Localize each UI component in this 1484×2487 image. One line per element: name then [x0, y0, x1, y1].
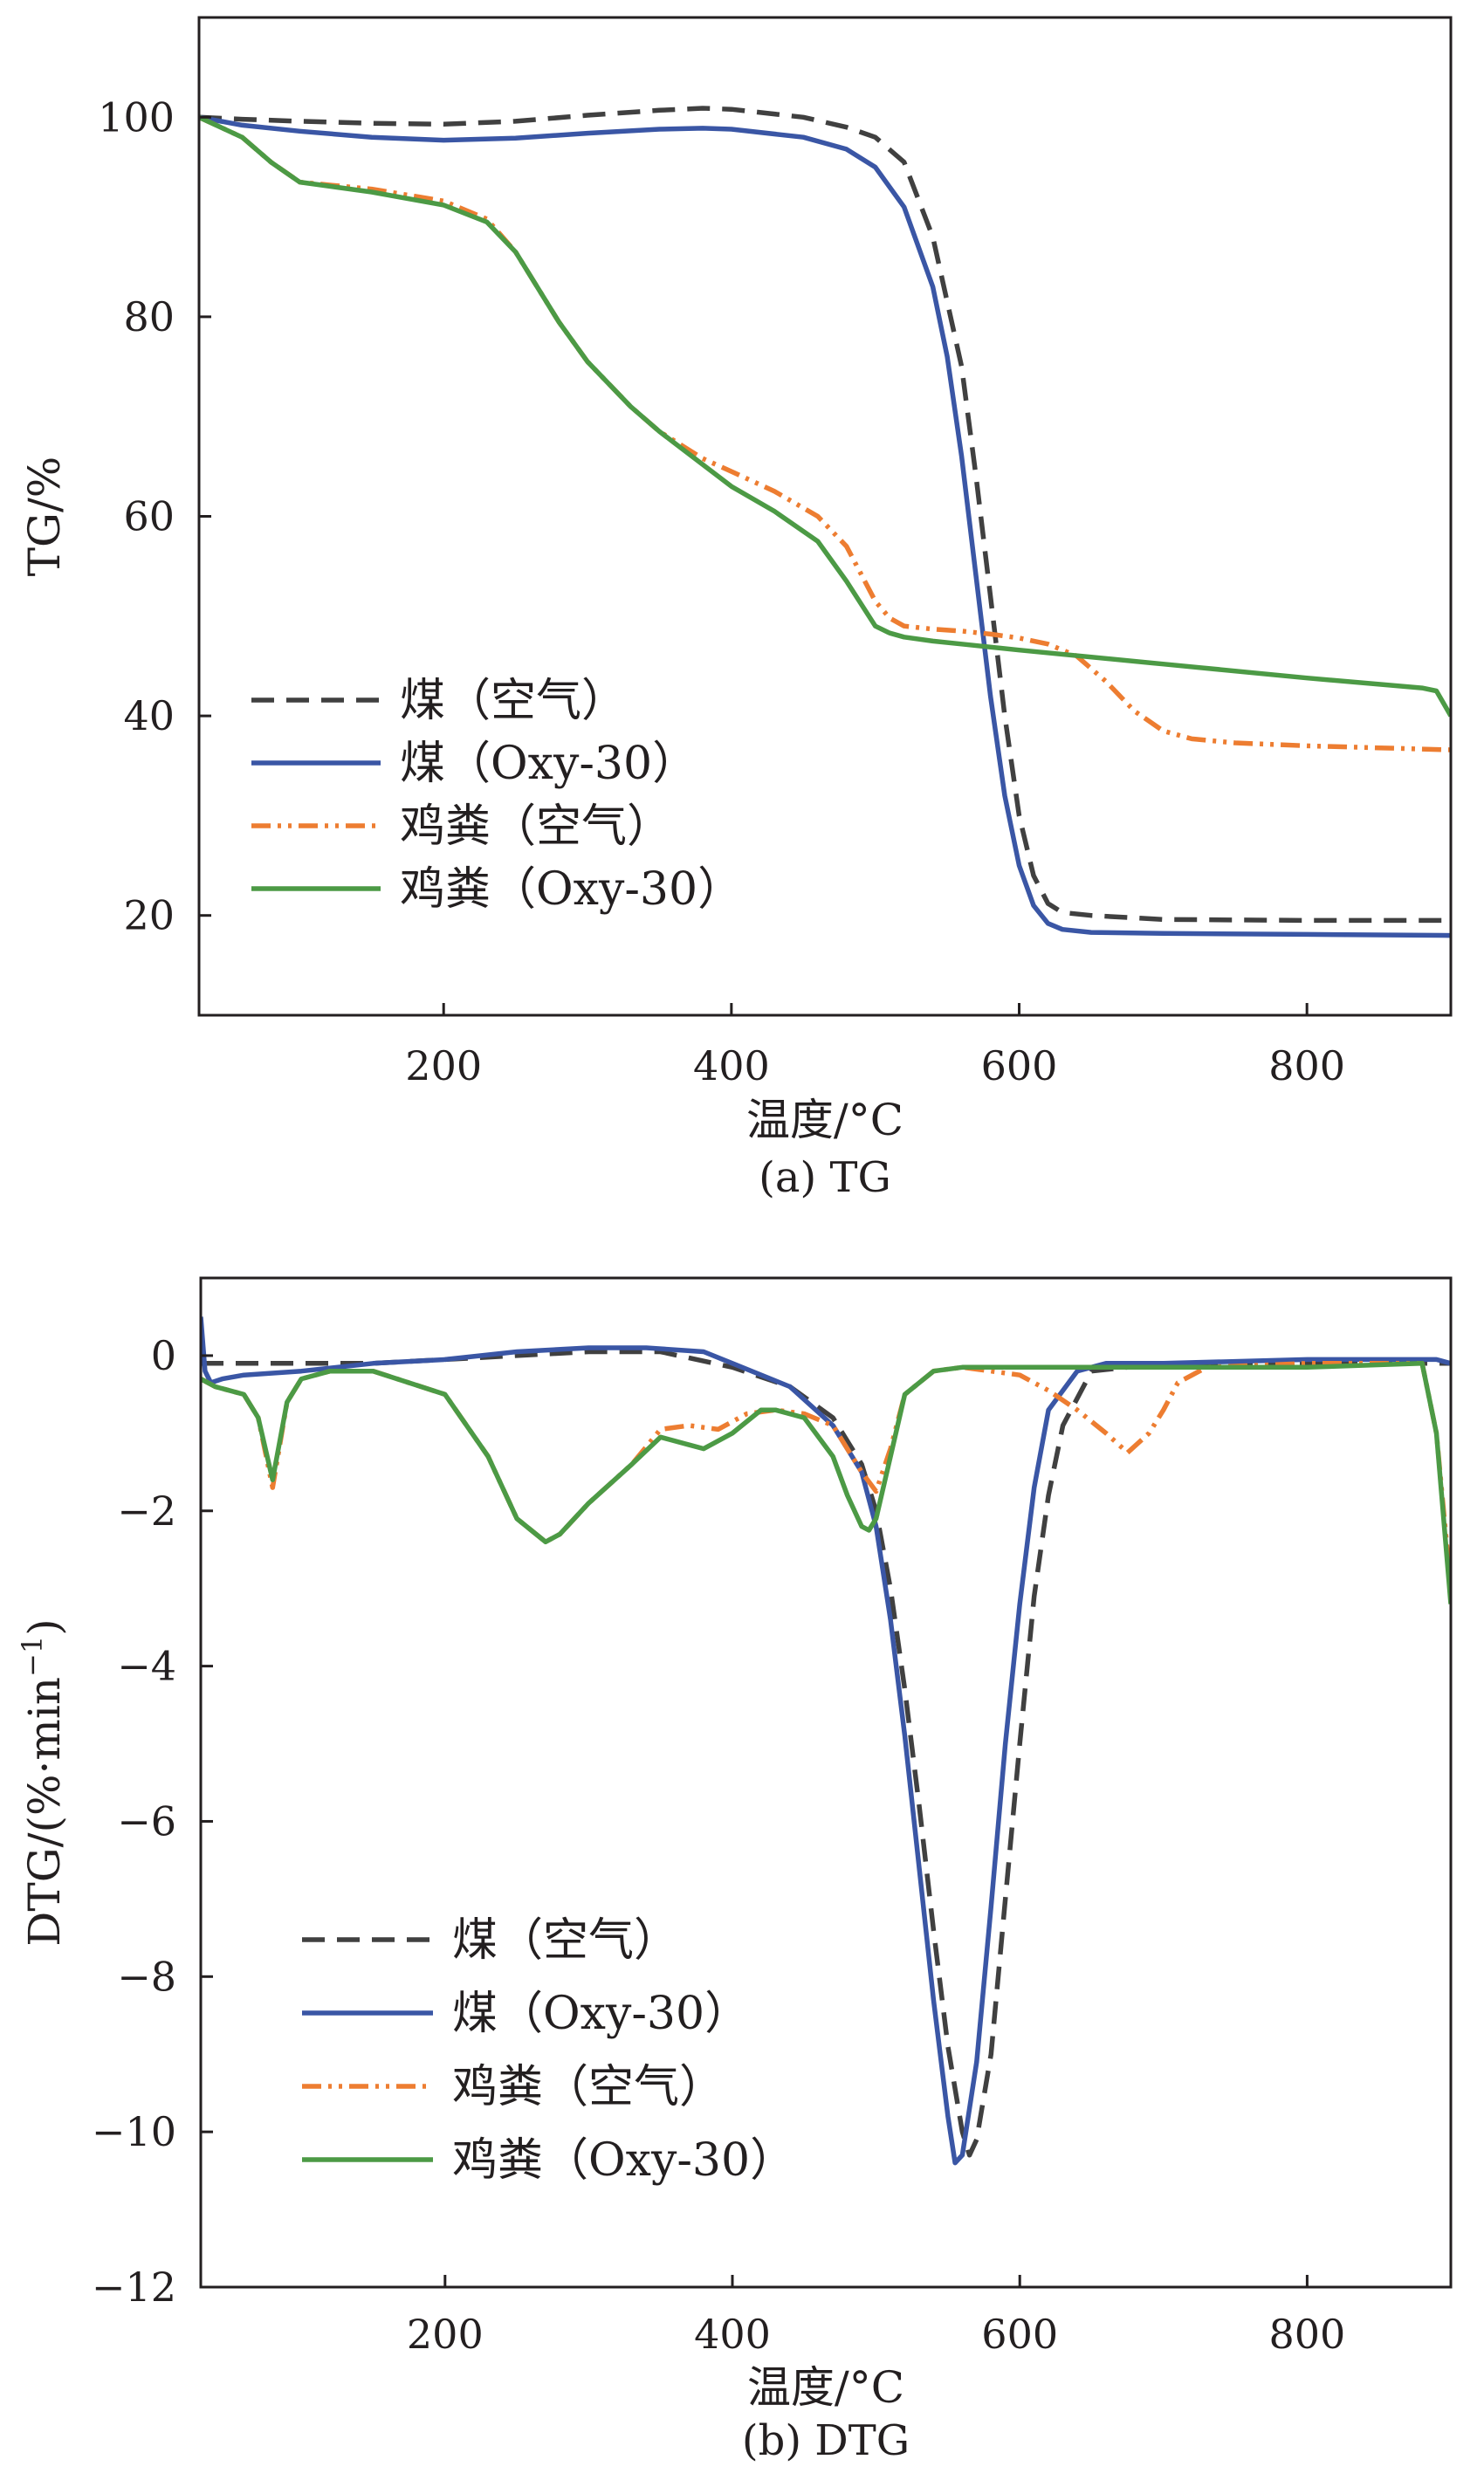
dtg-x-tick-label: 800	[1268, 2311, 1345, 2358]
tg-legend: 煤（空气） 煤（Oxy-30） 鸡粪（空气） 鸡粪（Oxy-30）	[251, 675, 743, 916]
dtg-y-tick-label: −8	[117, 1953, 176, 2000]
dtg-plot-frame	[199, 1276, 1453, 2289]
dtg-series	[201, 1316, 1451, 2166]
tg-x-tick-label: 600	[981, 1042, 1058, 1089]
tg-caption: (a) TG	[759, 1153, 891, 1202]
dtg-panel: 200 400 600 800 0 −2 −4 −6 −8 −10 −12 温度/°C DTG/(%·m…	[16, 1276, 1453, 2465]
tg-y-tick-label: 40	[123, 692, 175, 739]
dtg-series-line-1	[201, 1316, 1451, 2166]
tg-x-tick-label: 800	[1268, 1042, 1345, 1089]
tg-legend-label-3: 鸡粪（Oxy-30）	[400, 863, 743, 916]
dtg-legend-label-2: 鸡粪（空气）	[452, 2061, 725, 2113]
tg-series-line-3	[199, 114, 1451, 718]
tg-plot-frame	[197, 16, 1453, 1017]
dtg-series-line-0	[201, 1349, 1451, 2158]
dtg-y-tick-label: −2	[117, 1487, 176, 1535]
tg-series-line-1	[199, 114, 1451, 938]
tg-x-tick-label: 400	[693, 1042, 770, 1089]
tg-y-axis-title: TG/%	[19, 457, 70, 577]
tg-x-tick-label: 200	[405, 1042, 482, 1089]
tg-legend-label-2: 鸡粪（空气）	[400, 800, 672, 853]
dtg-legend-label-3: 鸡粪（Oxy-30）	[452, 2134, 795, 2187]
tg-legend-label-0: 煤（空气）	[400, 675, 627, 727]
dtg-x-tick-label: 600	[981, 2311, 1058, 2358]
tg-y-tick-label: 100	[98, 93, 175, 141]
dtg-y-tick-label: −12	[92, 2264, 176, 2311]
dtg-x-tick-label: 200	[407, 2311, 484, 2358]
tg-x-axis-title: 温度/°C	[746, 1095, 903, 1145]
dtg-y-axis-title: DTG/(%·min−1)	[16, 1618, 70, 1946]
dtg-series-line-3	[201, 1361, 1451, 1604]
dtg-series-line-2	[201, 1361, 1451, 1589]
tg-series-line-0	[199, 106, 1451, 924]
dtg-y-tick-label: −6	[117, 1797, 176, 1845]
tg-series	[199, 106, 1451, 938]
dtg-x-tick-label: 400	[694, 2311, 771, 2358]
dtg-x-axis-title: 温度/°C	[747, 2362, 904, 2413]
dtg-legend: 煤（空气） 煤（Oxy-30） 鸡粪（空气） 鸡粪（Oxy-30）	[302, 1914, 795, 2187]
dtg-legend-label-0: 煤（空气）	[452, 1914, 679, 1967]
dtg-y-tick-label: −4	[117, 1643, 176, 1690]
tg-panel: 200 400 600 800 20 40 60 80 100 温度/°C TG/% (a) TG 煤（…	[19, 16, 1453, 1202]
tg-y-tick-label: 20	[123, 892, 175, 939]
dtg-y-tick-label: −10	[92, 2108, 176, 2155]
dtg-legend-label-1: 煤（Oxy-30）	[452, 1988, 750, 2040]
tg-y-tick-label: 80	[123, 293, 175, 340]
tg-legend-label-1: 煤（Oxy-30）	[400, 738, 697, 790]
tg-y-tick-label: 60	[123, 493, 175, 540]
tg-series-line-2	[199, 114, 1451, 752]
dtg-caption: (b) DTG	[742, 2416, 910, 2465]
dtg-y-tick-label: 0	[151, 1332, 176, 1379]
